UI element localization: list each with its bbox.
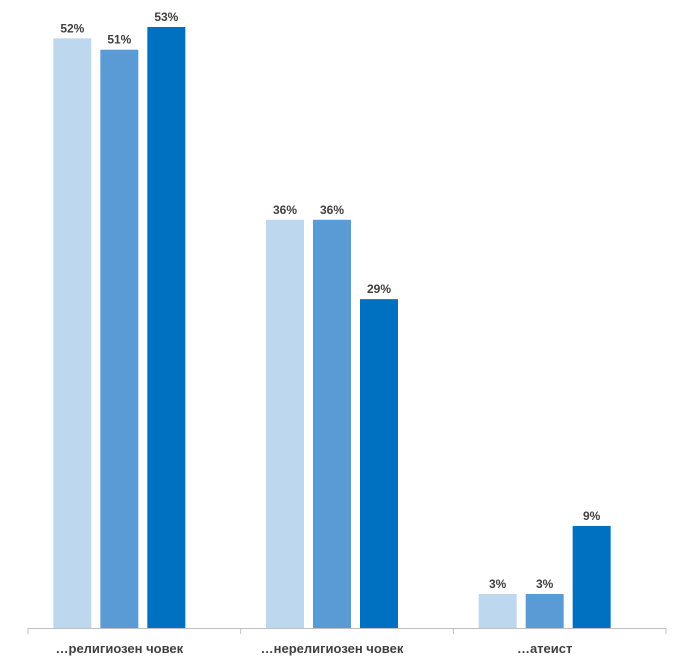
bar-3-3 bbox=[572, 525, 611, 628]
bars-layer bbox=[53, 27, 611, 629]
bar-2-1 bbox=[266, 219, 304, 628]
bar-2-2 bbox=[313, 219, 351, 628]
bar-1-1 bbox=[53, 38, 92, 629]
bar-3-2 bbox=[525, 593, 564, 628]
category-label-2: …нерелигиозен човек bbox=[261, 641, 404, 656]
data-label-1-1: 52% bbox=[60, 21, 84, 35]
bar-3-1 bbox=[478, 593, 517, 628]
data-label-2-2: 36% bbox=[320, 203, 344, 217]
bar-1-3 bbox=[147, 27, 186, 628]
data-label-3-2: 3% bbox=[536, 577, 554, 591]
data-label-2-3: 29% bbox=[367, 282, 391, 296]
category-label-1: …религиозен човек bbox=[56, 641, 184, 656]
data-label-1-3: 53% bbox=[154, 10, 178, 24]
data-label-3-1: 3% bbox=[489, 577, 507, 591]
data-label-1-2: 51% bbox=[107, 33, 131, 47]
data-label-3-3: 9% bbox=[583, 509, 601, 523]
category-label-3: …атеист bbox=[517, 641, 572, 656]
bar-2-3 bbox=[360, 299, 398, 628]
category-labels-layer: …религиозен човек …нерелигиозен човек …ате… bbox=[56, 641, 573, 656]
data-label-2-1: 36% bbox=[273, 203, 297, 217]
x-axis-ticks bbox=[27, 628, 667, 634]
bar-1-2 bbox=[100, 49, 139, 628]
data-labels-layer: 52% 51% 53% 36% 36% 29% 3% 3% 9% bbox=[60, 10, 600, 591]
